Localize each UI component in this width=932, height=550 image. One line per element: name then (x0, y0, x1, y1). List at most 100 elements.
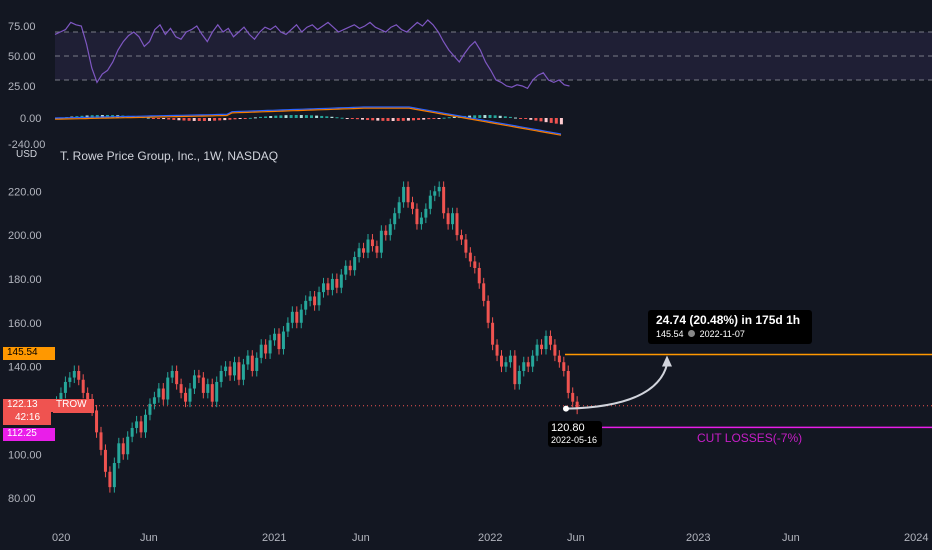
macd-histogram-bar (524, 118, 528, 120)
candle-body (255, 357, 259, 371)
candle-body (188, 388, 192, 402)
macd-histogram-bar (437, 118, 441, 119)
macd-histogram-bar (325, 116, 329, 118)
macd-tick-label: -240.00 (8, 139, 45, 151)
time-tick-label: Jun (567, 532, 585, 544)
candle-body (264, 344, 268, 354)
candle-body (379, 230, 383, 253)
candle-body (219, 370, 223, 382)
candle-body (206, 384, 210, 393)
macd-histogram-bar (406, 118, 410, 121)
candle-body (77, 370, 81, 380)
clock-icon (688, 330, 696, 337)
candle-body (508, 355, 512, 363)
macd-histogram-bar (248, 117, 252, 119)
macd-histogram-bar (366, 118, 370, 121)
macd-histogram-bar (391, 118, 395, 121)
candle-body (548, 335, 552, 345)
stop-price-tag: 112.25 (3, 428, 55, 441)
macd-histogram-bar (432, 118, 436, 119)
candle-body (535, 344, 539, 356)
macd-histogram-bar (335, 117, 339, 119)
macd-histogram-bar (345, 118, 349, 119)
macd-histogram-bar (299, 115, 303, 118)
candle-body (513, 355, 517, 385)
macd-histogram-bar (529, 118, 533, 120)
candle-body (482, 283, 486, 301)
candle-body (500, 355, 503, 367)
macd-histogram-bar (304, 115, 308, 118)
macd-histogram-bar (371, 118, 375, 121)
candle-body (313, 296, 317, 306)
candle-body (86, 392, 90, 400)
macd-histogram-bar (238, 118, 242, 119)
macd-histogram-bar (284, 115, 288, 118)
candle-body (170, 370, 174, 378)
candle-body (424, 208, 428, 218)
candle-body (477, 267, 481, 284)
macd-histogram-bar (452, 116, 456, 118)
macd-histogram-bar (269, 116, 273, 118)
macd-histogram-bar (514, 117, 517, 119)
macd-histogram-bar (320, 115, 324, 118)
candle-body (326, 283, 330, 290)
candle-body (562, 362, 566, 371)
candle-body (201, 377, 205, 393)
candle-body (419, 217, 423, 225)
macd-histogram-bar (218, 118, 222, 121)
projection-callout[interactable]: 24.74 (20.48%) in 175d 1h 145.54 2022-11… (648, 310, 812, 344)
candle-body (353, 257, 357, 271)
rsi-tick-label: 50.00 (8, 51, 36, 63)
time-tick-label: 020 (52, 532, 70, 544)
candle-body (571, 392, 575, 402)
projection-start-dot (563, 405, 569, 412)
candle-body (442, 186, 446, 214)
symbol-tag: TROW (53, 399, 94, 413)
price-panel (55, 181, 932, 493)
signal-line (54, 107, 562, 136)
macd-histogram-bar (172, 118, 176, 120)
macd-histogram-bar (468, 115, 472, 118)
candle-body (557, 355, 561, 363)
candle-body (246, 355, 250, 365)
macd-histogram-bar (355, 118, 359, 120)
candle-body (99, 432, 103, 450)
candle-body (317, 292, 321, 306)
macd-histogram-bar (310, 115, 313, 118)
macd-histogram-bar (376, 118, 380, 121)
macd-histogram-bar (197, 118, 201, 121)
macd-histogram-bar (243, 118, 247, 119)
candle-body (451, 213, 455, 225)
candle-body (455, 213, 459, 236)
price-tick-label: 180.00 (8, 274, 42, 286)
macd-histogram-bar (264, 116, 268, 118)
macd-histogram-bar (223, 118, 227, 121)
candle-body (268, 340, 272, 354)
candle-body (121, 443, 125, 455)
time-tick-label: Jun (782, 532, 800, 544)
candle-body (384, 230, 388, 236)
macd-histogram-bar (519, 118, 523, 119)
candle-body (517, 370, 521, 385)
macd-histogram-bar (549, 118, 553, 123)
stop-level-label: CUT LOSSES(-7%) (697, 431, 803, 445)
time-tick-label: 2021 (262, 532, 286, 544)
candle-body (468, 252, 472, 262)
time-tick-label: 2023 (686, 532, 710, 544)
projection-date: 2022-11-07 (699, 329, 745, 339)
candle-body (237, 362, 241, 380)
candle-body (402, 186, 406, 203)
candle-body (277, 333, 281, 350)
macd-histogram-bar (228, 118, 232, 120)
candle-body (250, 355, 254, 371)
macd-histogram-bar (498, 115, 502, 118)
candle-body (397, 202, 401, 214)
candle-body (433, 191, 437, 196)
candle-body (224, 366, 228, 371)
candle-body (210, 384, 214, 402)
macd-histogram-bar (534, 118, 538, 121)
macd-histogram-bar (350, 118, 354, 119)
macd-histogram-bar (559, 118, 563, 125)
price-tick-label: 160.00 (8, 318, 42, 330)
